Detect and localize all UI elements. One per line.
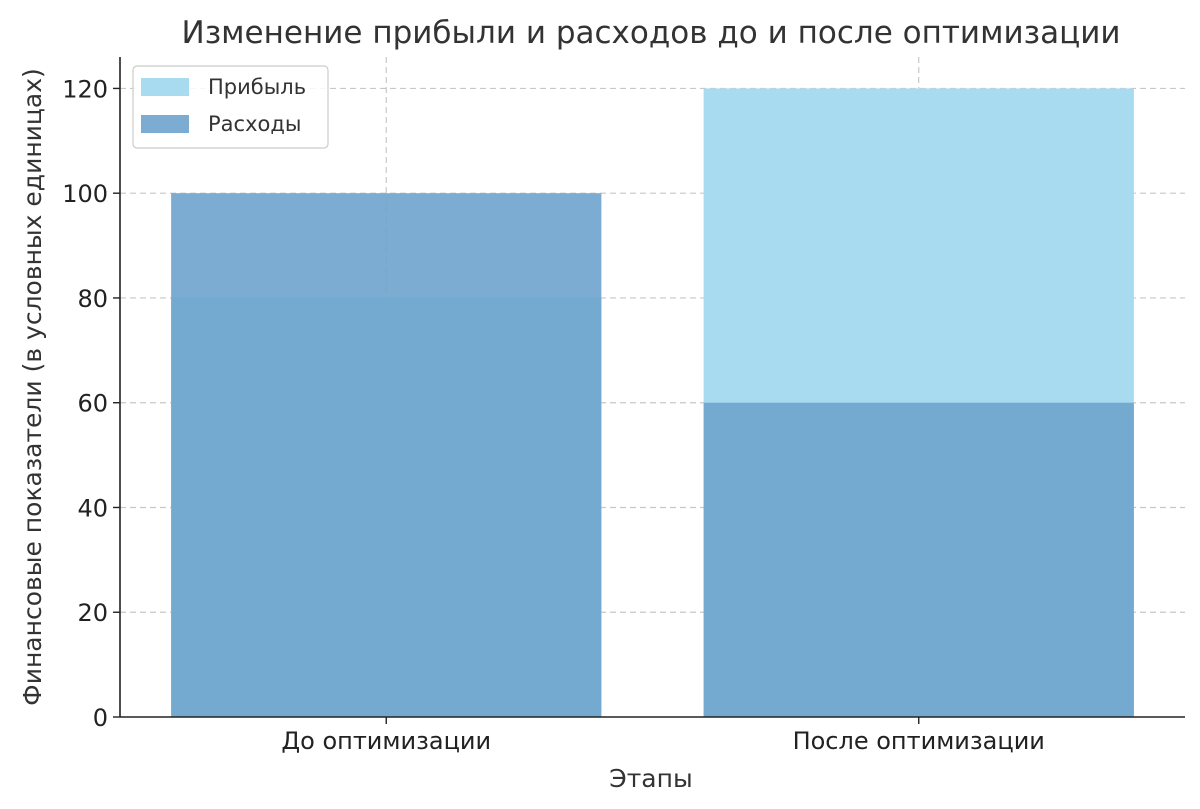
y-ticks: 0 20 40 60 80 100 120 [62, 75, 120, 732]
x-tick-label: До оптимизации [281, 727, 491, 755]
legend-swatch-expenses [141, 115, 189, 133]
legend-label: Прибыль [208, 75, 306, 99]
y-tick-label: 100 [62, 180, 108, 208]
x-axis-label: Этапы [609, 764, 692, 793]
legend: Прибыль Расходы [132, 65, 329, 149]
y-tick-label: 80 [77, 285, 108, 313]
bar-expenses [703, 402, 1134, 717]
axes [119, 57, 1185, 718]
bars [171, 88, 1134, 717]
chart-title: Изменение прибыли и расходов до и после … [182, 15, 1121, 51]
y-tick-label: 0 [93, 704, 108, 732]
y-tick-label: 120 [62, 75, 108, 103]
y-axis-label: Финансовые показатели (в условных единиц… [18, 68, 47, 706]
x-tick-label: После оптимизации [793, 727, 1045, 755]
bar-expenses [171, 193, 602, 717]
legend-label: Расходы [208, 112, 301, 136]
y-tick-label: 20 [77, 599, 108, 627]
y-tick-label: 40 [77, 494, 108, 522]
legend-swatch-profit [141, 78, 189, 96]
y-tick-label: 60 [77, 390, 108, 418]
x-ticks: До оптимизации После оптимизации [281, 717, 1045, 755]
